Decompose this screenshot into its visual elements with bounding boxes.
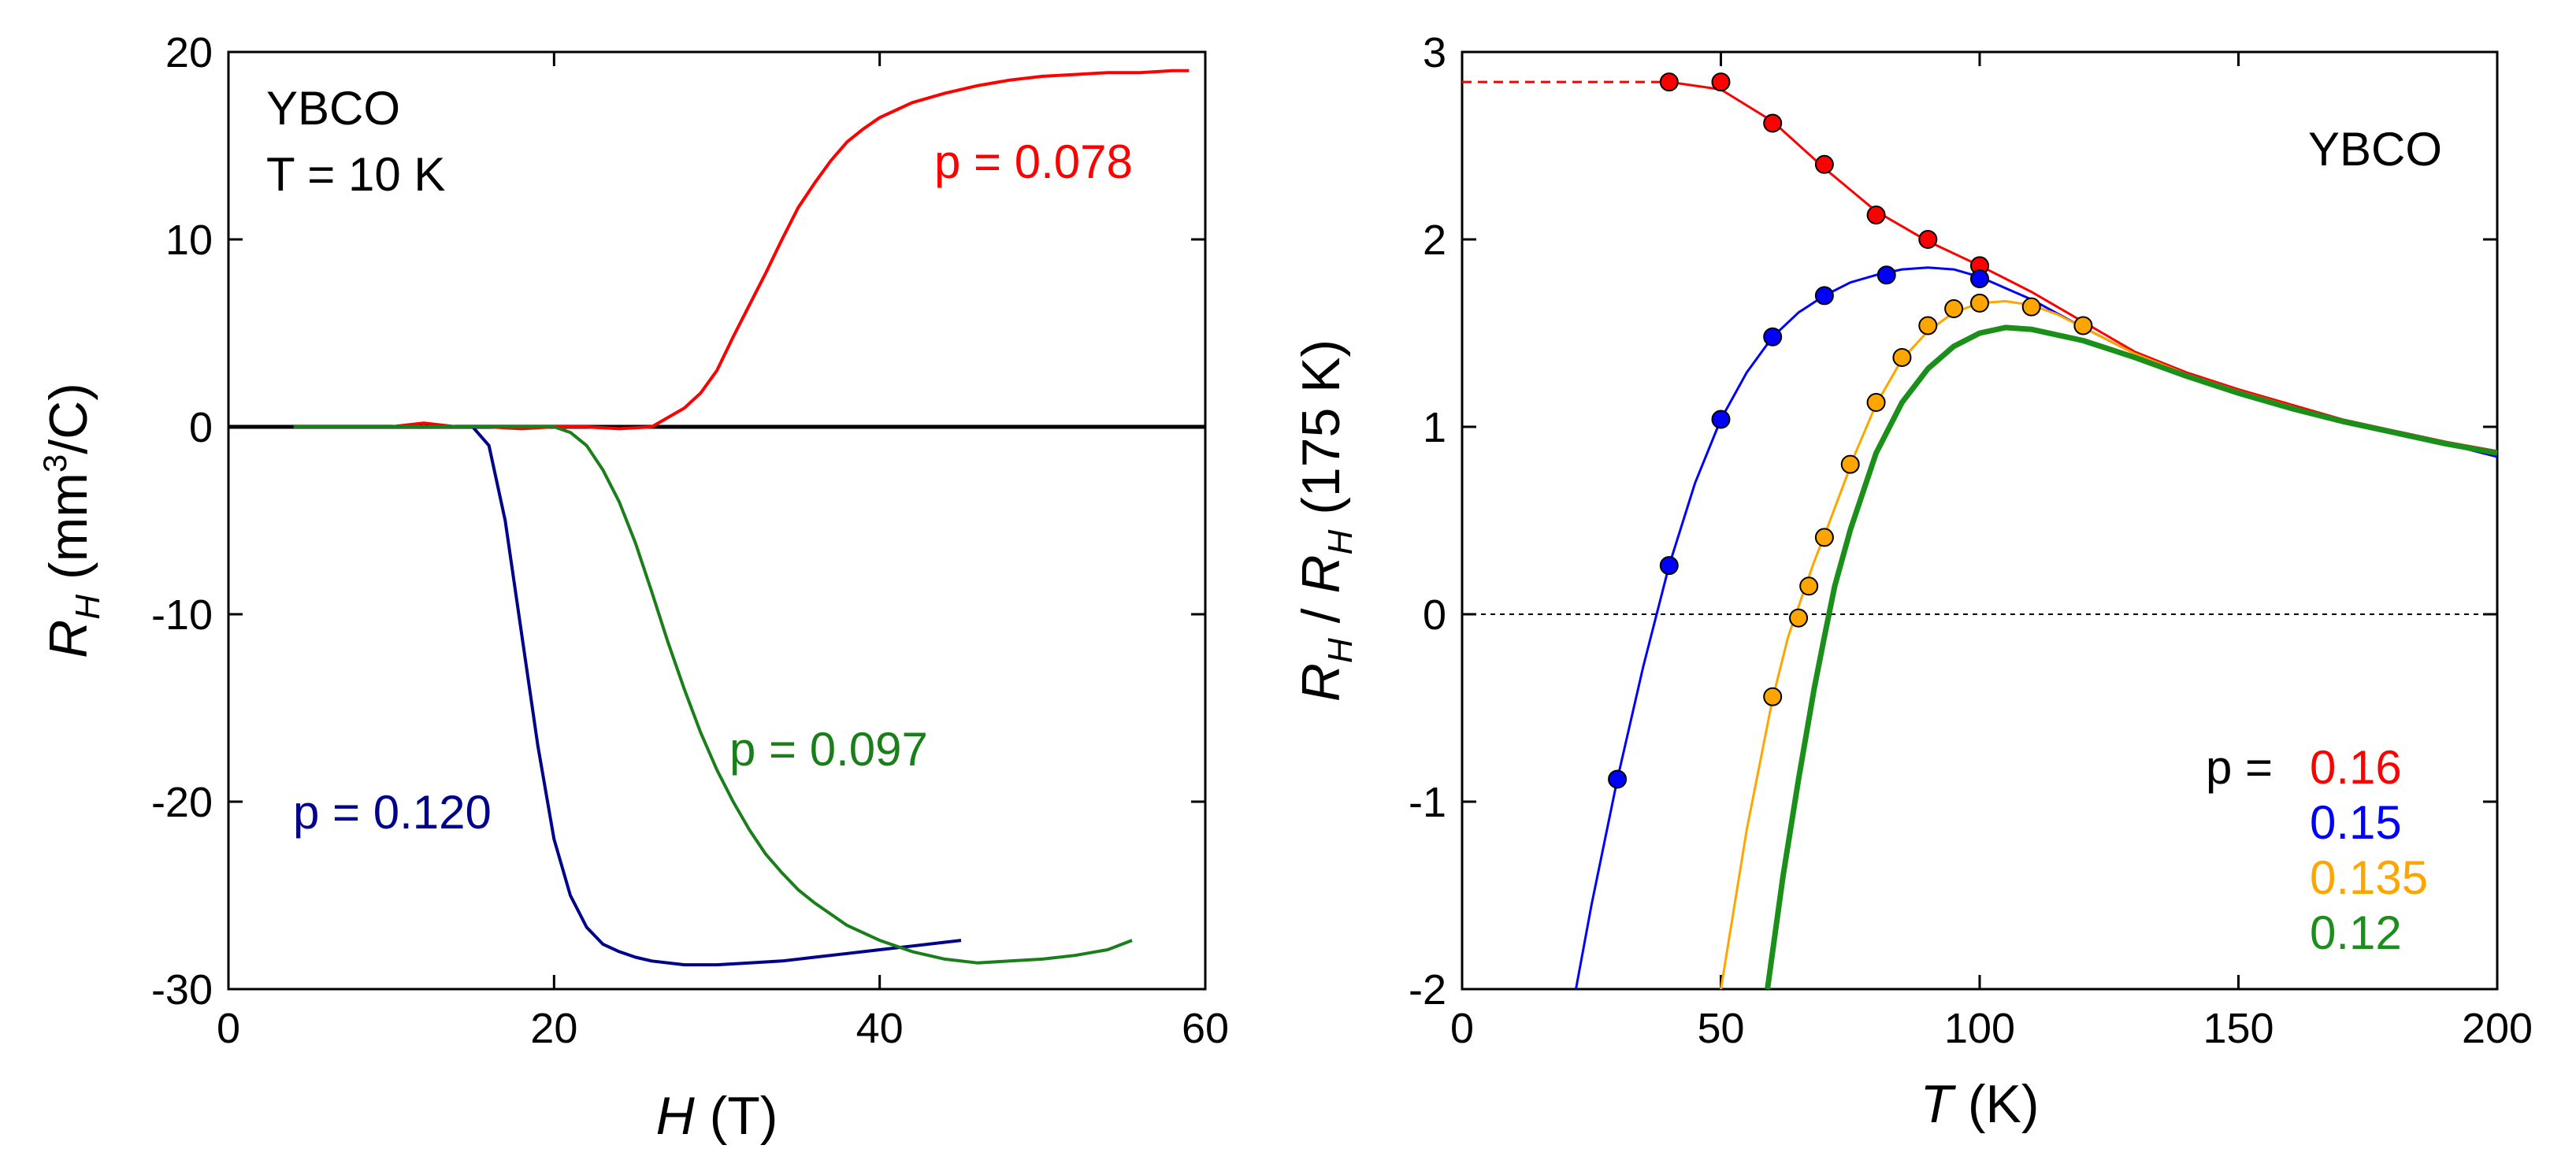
right-ytick-label: -1 [1409,779,1446,826]
left-xtick-label: 20 [530,1005,577,1052]
right-point-2-4 [1840,454,1860,474]
legend-prefix: p = [2206,741,2273,794]
left-series-line-0 [293,69,1190,431]
right-point-1-2 [1711,410,1731,429]
left-annotation-temperature: T = 10 K [266,148,445,201]
right-point-2-9 [1970,293,1989,313]
right-point-0-4 [1866,206,1886,225]
right-point-1-0 [1608,769,1628,789]
right-point-2-1 [1789,608,1809,628]
right-ytick-label: 1 [1423,404,1446,451]
right-y-axis-title: RH / RH (175 K) [1291,339,1360,702]
right-ticks: 0 50 100 150 200 -2 -1 0 1 2 3 [1409,29,2533,1052]
right-point-2-11 [2073,316,2093,335]
right-point-2-7 [1918,316,1938,335]
right-point-2-10 [2021,297,2041,317]
right-xtick-label: 150 [2203,1005,2273,1052]
left-ytick-label: 20 [165,29,213,76]
right-series [1575,72,2498,990]
left-y-axis-title: RH (mm3/C) [36,383,107,658]
left-ytick-label: -30 [151,966,213,1014]
right-point-2-2 [1799,576,1819,596]
right-xtick-label: 0 [1450,1005,1474,1052]
left-xtick-label: 60 [1182,1005,1229,1052]
right-point-0-3 [1814,154,1834,174]
left-panel: 0 20 40 60 -30 -20 -10 0 10 20 YBCO T = 10 K p = … [36,29,1229,1146]
right-point-1-5 [1876,265,1896,285]
left-ytick-label: 10 [165,217,213,264]
right-ytick-label: 2 [1423,217,1446,264]
left-xtick-label: 40 [856,1005,904,1052]
left-series-label-0078: p = 0.078 [934,135,1133,188]
left-annotation-material: YBCO [266,82,400,135]
left-ytick-label: 0 [189,404,213,451]
right-point-0-5 [1918,230,1938,249]
right-xtick-label: 50 [1697,1005,1744,1052]
legend-entry-015: 0.15 [2310,796,2402,849]
left-plot-frame [227,50,1207,991]
left-series-label-0120: p = 0.120 [293,786,492,839]
right-point-0-2 [1763,113,1783,133]
legend-entry-012: 0.12 [2310,906,2402,959]
left-series-line-2 [293,425,1133,965]
right-point-1-6 [1970,269,1989,288]
right-point-2-3 [1814,528,1834,547]
right-point-0-0 [1659,72,1679,92]
left-xtick-label: 0 [217,1005,240,1052]
right-point-1-3 [1763,327,1783,347]
right-x-axis-title: T (K) [1920,1074,2039,1134]
right-point-2-8 [1944,299,1964,319]
left-ytick-label: -20 [151,779,213,826]
left-series-label-0097: p = 0.097 [729,723,928,776]
legend-entry-016: 0.16 [2310,741,2402,794]
left-series [293,69,1190,967]
right-ytick-label: -2 [1409,966,1446,1014]
right-point-2-0 [1763,687,1783,706]
left-series-line-1 [293,425,962,967]
right-xtick-label: 100 [1944,1005,2015,1052]
right-point-1-1 [1659,556,1679,576]
right-ytick-label: 3 [1423,29,1446,76]
right-point-1-4 [1814,286,1834,306]
right-point-2-5 [1866,393,1886,413]
right-series-curve-3 [1765,324,2498,990]
right-annotation-material: YBCO [2308,123,2442,176]
legend-entry-0135: 0.135 [2310,851,2428,904]
right-point-2-6 [1892,347,1912,367]
right-xtick-label: 200 [2462,1005,2533,1052]
left-ticks: 0 20 40 60 -30 -20 -10 0 10 20 [151,29,1229,1052]
left-x-axis-title: H (T) [656,1086,778,1146]
left-ytick-label: -10 [151,591,213,639]
right-point-0-1 [1711,72,1731,92]
right-ytick-label: 0 [1423,591,1446,639]
